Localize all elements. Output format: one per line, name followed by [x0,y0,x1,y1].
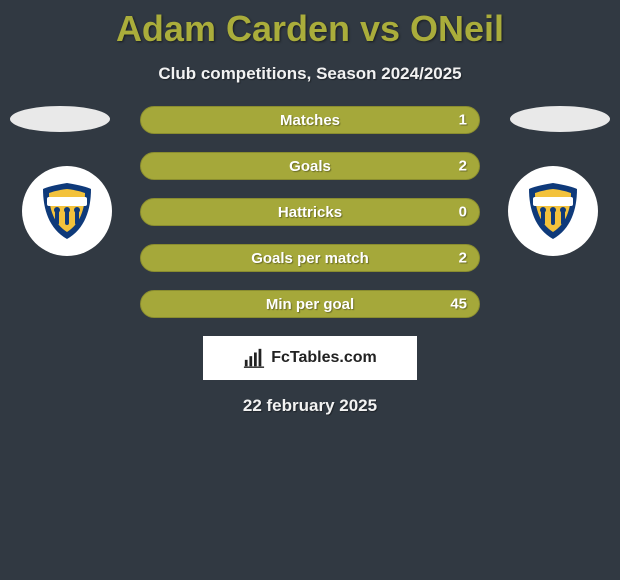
stat-row-goals: Goals 2 [140,152,480,180]
brand-text: FcTables.com [271,349,377,367]
stat-right-value: 1 [459,112,467,129]
stat-right-value: 2 [459,250,467,267]
shield-icon [35,179,99,243]
shield-icon [521,179,585,243]
stat-row-goals-per-match: Goals per match 2 [140,244,480,272]
page-title: Adam Carden vs ONeil [0,0,620,50]
player-placeholder-left [10,106,110,132]
brand-box: FcTables.com [203,336,417,380]
stat-label: Goals [289,158,331,175]
footer-date: 22 february 2025 [0,396,620,416]
stat-label: Goals per match [251,250,369,267]
bar-chart-icon [243,347,265,369]
stat-right-value: 0 [459,204,467,221]
stat-row-hattricks: Hattricks 0 [140,198,480,226]
page-subtitle: Club competitions, Season 2024/2025 [0,64,620,84]
club-badge-right [508,166,598,256]
stat-row-min-per-goal: Min per goal 45 [140,290,480,318]
club-badge-left [22,166,112,256]
stat-label: Matches [280,112,340,129]
player-placeholder-right [510,106,610,132]
stats-bars: Matches 1 Goals 2 Hattricks 0 Goals per … [140,106,480,318]
stat-label: Hattricks [278,204,342,221]
stat-right-value: 2 [459,158,467,175]
stat-row-matches: Matches 1 [140,106,480,134]
stat-right-value: 45 [450,296,467,313]
comparison-stage: Matches 1 Goals 2 Hattricks 0 Goals per … [0,106,620,416]
stat-label: Min per goal [266,296,354,313]
